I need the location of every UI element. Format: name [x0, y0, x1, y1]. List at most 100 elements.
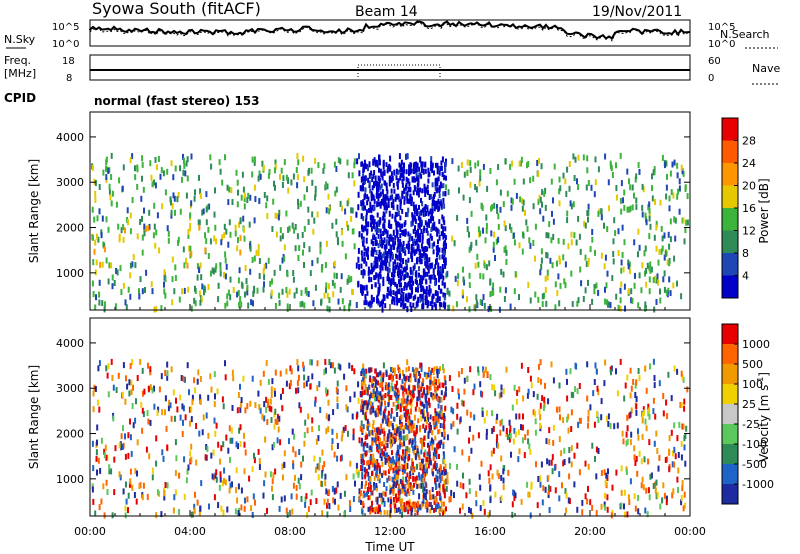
scatter-point — [509, 429, 511, 436]
band-point — [417, 507, 420, 513]
scatter-point — [250, 505, 253, 512]
band-point — [411, 420, 414, 426]
scatter-point — [166, 168, 169, 175]
scatter-point — [221, 234, 224, 241]
band-point — [409, 419, 412, 425]
scatter-point — [652, 358, 655, 365]
band-point — [365, 222, 368, 228]
scatter-point — [538, 157, 540, 164]
power-colorbar-label: Power [dB] — [757, 178, 771, 243]
scatter-point — [579, 417, 582, 424]
band-point — [379, 228, 382, 234]
band-point — [440, 397, 443, 403]
band-point — [373, 482, 375, 488]
scatter-point — [207, 284, 210, 290]
band-point — [369, 445, 372, 451]
scatter-point — [309, 270, 312, 277]
scatter-point — [444, 166, 446, 173]
band-point — [402, 267, 405, 273]
scatter-point — [238, 221, 241, 228]
scatter-point — [375, 228, 378, 235]
scatter-point — [130, 379, 133, 386]
scatter-point — [482, 294, 485, 301]
scatter-point — [127, 219, 130, 226]
scatter-point — [479, 381, 482, 388]
scatter-point — [468, 437, 470, 444]
scatter-point — [558, 300, 561, 307]
band-point — [372, 385, 375, 391]
band-point — [387, 223, 390, 229]
scatter-point — [189, 420, 191, 427]
scatter-point — [672, 282, 675, 289]
scatter-point — [571, 301, 574, 307]
scatter-point — [210, 163, 213, 170]
scatter-point — [297, 365, 300, 372]
band-point — [378, 284, 381, 290]
band-point — [400, 414, 403, 420]
band-point — [370, 196, 373, 202]
band-point — [384, 198, 387, 204]
scatter-point — [98, 299, 101, 306]
band-point — [419, 294, 422, 300]
band-point — [416, 483, 419, 489]
scatter-point — [659, 199, 662, 206]
band-point — [372, 376, 375, 382]
band-point — [371, 507, 374, 513]
scatter-point — [515, 192, 518, 199]
scatter-point — [345, 385, 348, 392]
scatter-point — [177, 191, 180, 198]
band-point — [406, 504, 409, 510]
band-point — [377, 243, 380, 249]
band-point — [441, 470, 444, 475]
scatter-point — [194, 285, 196, 292]
band-point — [389, 256, 392, 262]
scatter-point — [378, 440, 381, 447]
freq-right-tick-bottom: 0 — [708, 73, 714, 84]
scatter-point — [277, 214, 280, 221]
scatter-point — [565, 507, 568, 514]
scatter-point — [324, 473, 327, 480]
band-point — [427, 372, 430, 378]
band-point — [378, 428, 380, 434]
scatter-point — [413, 430, 416, 437]
scatter-point — [306, 186, 308, 193]
scatter-point — [647, 458, 650, 465]
band-point — [440, 183, 443, 189]
scatter-point — [497, 223, 500, 230]
scatter-point — [274, 369, 277, 376]
band-point — [397, 507, 400, 513]
scatter-point — [421, 295, 424, 302]
scatter-point — [397, 399, 400, 406]
scatter-point — [321, 449, 324, 456]
band-point — [429, 508, 432, 514]
scatter-point — [595, 282, 598, 289]
band-point — [372, 266, 375, 272]
scatter-point — [286, 306, 289, 312]
scatter-point — [591, 229, 594, 235]
scatter-point — [203, 285, 206, 292]
scatter-point — [145, 269, 148, 276]
scatter-point — [521, 197, 523, 204]
band-point — [403, 382, 406, 388]
band-point — [407, 455, 410, 461]
scatter-point — [244, 291, 246, 298]
scatter-point — [146, 493, 149, 500]
scatter-point — [352, 473, 355, 480]
scatter-point — [221, 396, 224, 403]
scatter-point — [124, 505, 127, 512]
scatter-point — [115, 387, 118, 393]
scatter-point — [538, 194, 541, 201]
band-point — [404, 281, 407, 287]
band-point — [402, 258, 404, 264]
band-point — [416, 401, 418, 407]
band-point — [431, 168, 434, 174]
scatter-point — [512, 489, 515, 496]
scatter-point — [164, 370, 167, 376]
band-point — [369, 188, 372, 194]
scatter-point — [623, 283, 626, 290]
scatter-point — [643, 409, 645, 416]
scatter-point — [400, 293, 403, 300]
scatter-point — [170, 209, 173, 216]
scatter-point — [124, 512, 127, 519]
band-point — [436, 385, 439, 391]
